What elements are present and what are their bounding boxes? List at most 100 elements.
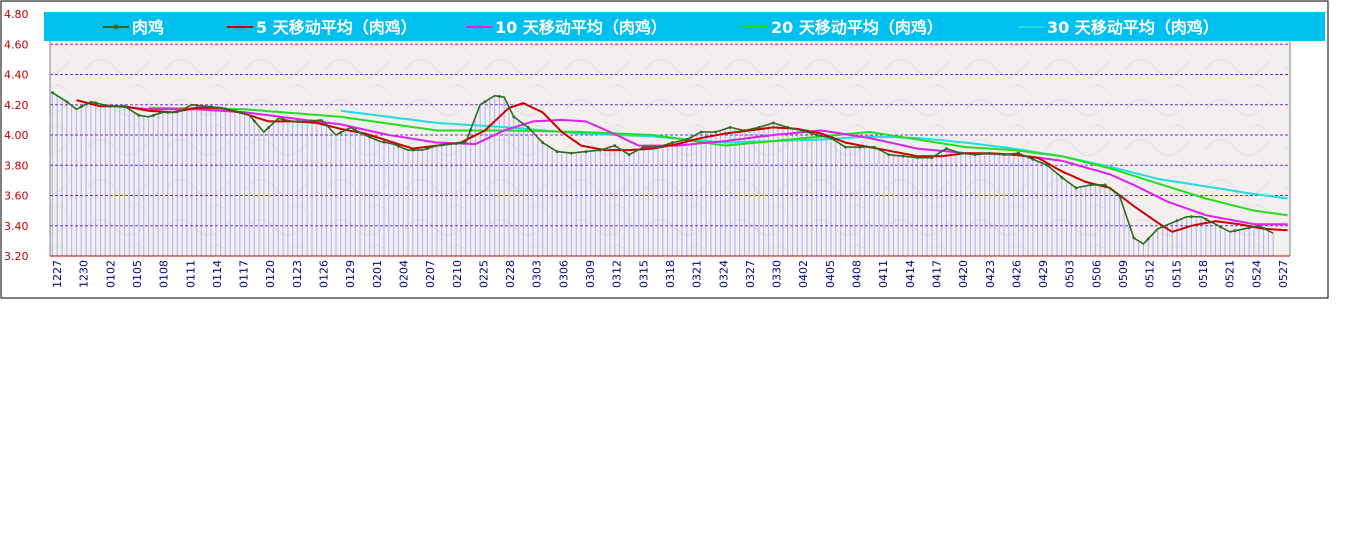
y-tick-label: 4.80 [4, 8, 29, 21]
data-point [930, 156, 934, 160]
x-tick-label: 0402 [797, 260, 810, 288]
series-line-3 [148, 106, 1288, 217]
x-tick-label: 0515 [1170, 260, 1183, 288]
data-point [757, 126, 761, 129]
x-tick-label: 0527 [1277, 260, 1290, 288]
data-point [1060, 175, 1064, 179]
x-tick-label: 0120 [264, 260, 277, 288]
data-point [944, 147, 948, 151]
data-point [1132, 236, 1136, 240]
legend-box [44, 12, 1325, 41]
x-tick-label: 1230 [78, 260, 91, 288]
x-tick-label: 0521 [1224, 260, 1237, 288]
x-tick-label: 0207 [424, 260, 437, 288]
x-tick-label: 0303 [531, 260, 544, 288]
data-point [858, 145, 862, 149]
x-axis-ticks: 1227 1230 0102 0105 0108 0111 0114 0117 0120 0123… [51, 260, 1290, 288]
data-point [685, 138, 689, 141]
y-tick-label: 4.00 [4, 129, 29, 142]
x-tick-label: 0411 [877, 260, 890, 288]
data-point [1233, 229, 1237, 233]
data-point [209, 105, 213, 109]
x-tick-label: 0420 [957, 260, 970, 288]
data-point [483, 100, 487, 104]
data-point [1247, 226, 1251, 230]
x-tick-label: 0129 [344, 260, 357, 288]
data-point [324, 123, 328, 127]
data-point [728, 126, 732, 129]
x-tick-label: 0330 [771, 260, 784, 288]
x-tick-label: 0426 [1010, 260, 1023, 288]
data-point [123, 104, 126, 108]
data-point [627, 153, 631, 157]
x-tick-label: 0518 [1197, 260, 1210, 288]
series-line-0 [51, 91, 1274, 245]
x-tick-label: 0318 [664, 260, 677, 288]
x-tick-label: 0503 [1064, 260, 1077, 288]
data-point [310, 119, 314, 123]
data-point [339, 131, 343, 134]
data-point [267, 126, 271, 129]
data-point [353, 128, 357, 132]
data-point [555, 150, 559, 154]
data-point [887, 153, 891, 157]
legend-label: 5 天移动平均（肉鸡） [256, 18, 417, 37]
data-point [671, 141, 674, 144]
data-point [916, 156, 919, 160]
series-line-2 [100, 103, 1288, 226]
y-tick-label: 4.40 [4, 69, 29, 82]
y-tick-label: 3.80 [4, 159, 29, 172]
x-tick-label: 0309 [584, 260, 597, 288]
legend-marker [113, 24, 119, 30]
x-tick-label: 1227 [51, 260, 64, 288]
data-point [368, 135, 372, 139]
data-point [94, 101, 98, 105]
x-tick-label: 0108 [158, 260, 171, 288]
data-point [1117, 194, 1121, 197]
data-point [570, 151, 573, 155]
x-tick-label: 0405 [824, 260, 837, 288]
x-tick-label: 0114 [211, 260, 224, 288]
series-line-1 [76, 99, 1288, 233]
data-point [1045, 163, 1049, 167]
data-point [1218, 225, 1222, 229]
data-point [512, 115, 516, 119]
data-point [872, 145, 876, 149]
y-tick-label: 3.60 [4, 190, 29, 203]
data-point [1002, 153, 1006, 157]
x-tick-label: 0201 [371, 260, 384, 288]
legend-label: 20 天移动平均（肉鸡） [771, 18, 943, 37]
data-point [642, 145, 645, 149]
y-tick-label: 4.60 [4, 38, 29, 51]
data-point [901, 154, 905, 158]
data-point [411, 148, 415, 152]
data-point [397, 144, 400, 148]
data-point [743, 129, 746, 132]
data-point [598, 148, 602, 152]
data-point [815, 133, 818, 137]
data-point [1103, 183, 1107, 187]
x-tick-label: 0417 [930, 260, 943, 288]
x-tick-label: 0414 [904, 260, 917, 288]
x-tick-label: 0126 [318, 260, 331, 288]
data-point [959, 151, 963, 155]
data-point [440, 143, 444, 147]
legend: 肉鸡 5 天移动平均（肉鸡） 10 天移动平均（肉鸡） 20 天移动平均（肉鸡） 30 … [44, 12, 1325, 41]
data-point [613, 144, 617, 147]
data-point [1190, 215, 1193, 219]
x-tick-label: 0306 [557, 260, 570, 288]
data-point [1089, 183, 1092, 187]
data-point [382, 140, 386, 144]
data-point [526, 126, 530, 129]
legend-label: 10 天移动平均（肉鸡） [495, 18, 667, 37]
x-tick-label: 0111 [184, 260, 197, 288]
x-tick-label: 0105 [131, 260, 144, 288]
x-tick-label: 0123 [291, 260, 304, 288]
legend-label: 肉鸡 [132, 18, 164, 37]
x-tick-label: 0312 [611, 260, 624, 288]
x-tick-label: 0315 [637, 260, 650, 288]
data-point [166, 110, 170, 114]
x-tick-label: 0429 [1037, 260, 1050, 288]
data-point [656, 145, 660, 149]
